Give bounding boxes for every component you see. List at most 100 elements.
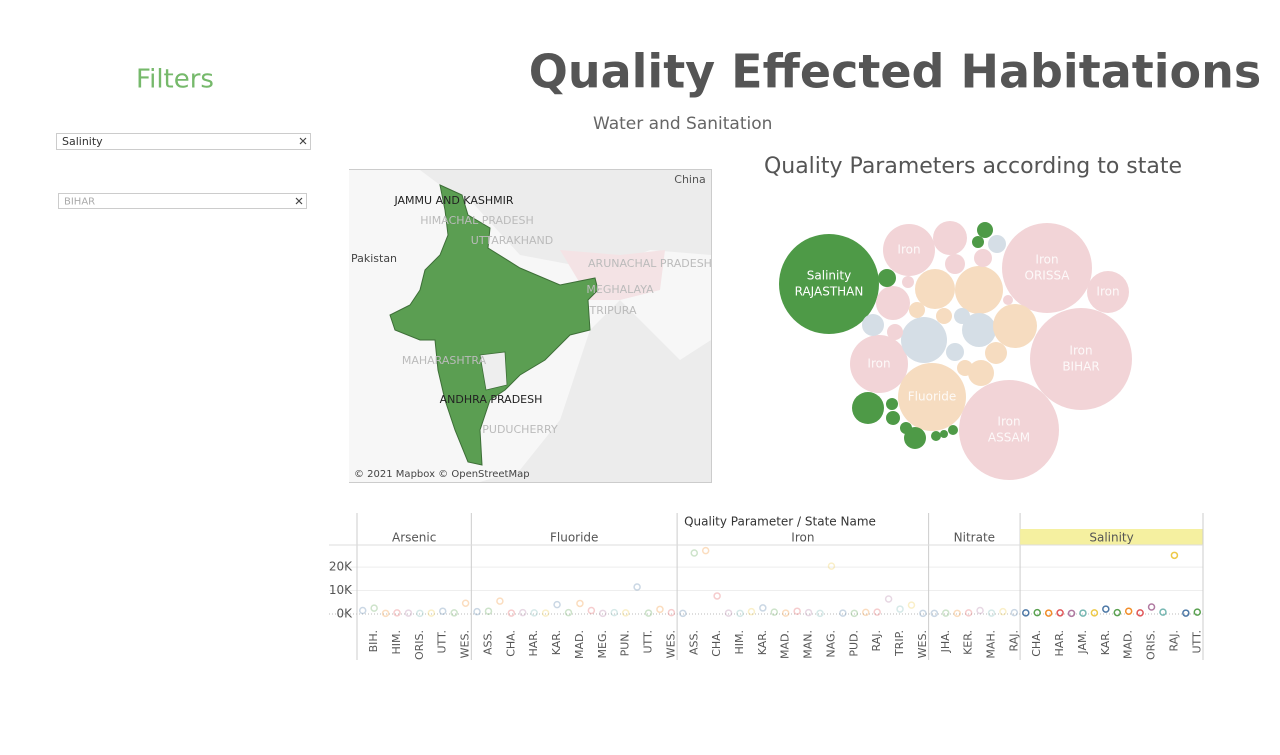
bubble[interactable] [955,266,1003,314]
bubble[interactable] [901,317,947,363]
bubble[interactable] [1030,308,1132,410]
parameter-filter[interactable] [56,133,311,150]
dot[interactable] [438,607,447,615]
dot[interactable] [1193,608,1202,616]
bubble[interactable] [876,286,910,320]
dot[interactable] [1067,609,1076,618]
dot[interactable] [1079,609,1087,617]
bubble[interactable] [968,360,994,386]
bubble[interactable] [915,269,955,309]
dot[interactable] [473,607,481,616]
dot[interactable] [1136,609,1144,617]
bubble[interactable] [886,411,900,425]
dot[interactable] [713,592,721,600]
dot[interactable] [1033,608,1041,617]
bubble[interactable] [1002,223,1092,313]
bubble[interactable] [887,324,903,340]
bubble[interactable] [779,234,879,334]
dot[interactable] [564,608,573,617]
dot[interactable] [1170,551,1179,560]
bubble[interactable] [977,222,993,238]
dot[interactable] [747,607,756,616]
dot[interactable] [804,608,813,617]
dot[interactable] [519,608,527,617]
dot[interactable] [667,608,676,617]
clear-icon[interactable] [295,197,303,205]
dot[interactable] [381,609,390,618]
dot[interactable] [1124,607,1133,615]
bubble[interactable] [1003,295,1013,305]
bubble[interactable] [1087,271,1129,313]
bubble[interactable] [954,308,970,324]
dot[interactable] [427,609,436,617]
dot[interactable] [827,562,836,570]
dot[interactable] [953,609,961,618]
dot[interactable] [793,607,801,615]
bubble[interactable] [902,276,914,288]
parameter-filter-value[interactable]: Salinity [62,135,103,148]
dot[interactable] [484,607,493,615]
state-filter-value[interactable]: BIHAR [64,197,95,208]
bubble[interactable] [883,224,935,276]
state-filter[interactable] [58,193,307,209]
india-states[interactable] [389,184,599,466]
dot[interactable] [1090,609,1099,617]
dot[interactable] [358,606,367,615]
dot[interactable] [393,609,401,617]
dot[interactable] [1010,608,1019,617]
dot[interactable] [530,609,538,617]
bubble[interactable] [988,235,1006,253]
dot[interactable] [644,609,653,617]
dot[interactable] [461,599,470,607]
dot[interactable] [759,604,767,612]
dot[interactable] [701,546,710,555]
dot[interactable] [1113,608,1122,617]
dot[interactable] [1182,609,1190,617]
dot[interactable] [679,609,687,618]
dot[interactable] [507,609,516,617]
dot[interactable] [450,609,458,617]
bubble[interactable] [957,360,973,376]
bubble[interactable] [972,236,984,248]
dot[interactable] [587,606,596,615]
dot[interactable] [1022,609,1030,617]
dot[interactable] [724,609,733,617]
bubble[interactable] [909,302,925,318]
dot[interactable] [907,601,916,609]
dot[interactable] [964,609,973,617]
bubble[interactable] [962,313,996,347]
bubble[interactable] [886,398,898,410]
dot[interactable] [599,609,607,618]
dot[interactable] [370,604,378,612]
bubble[interactable] [936,308,952,324]
dot[interactable] [1102,605,1110,613]
bubble[interactable] [878,269,896,287]
dot[interactable] [781,609,790,617]
bubble[interactable] [900,422,912,434]
dot[interactable] [884,595,893,603]
dot[interactable] [553,600,561,609]
dot[interactable] [576,599,584,608]
dot[interactable] [1159,608,1167,616]
dot[interactable] [976,606,984,615]
bubble[interactable] [940,430,948,438]
bubble[interactable] [974,249,992,267]
clear-icon[interactable] [299,137,307,145]
dot[interactable] [896,605,904,613]
dot[interactable] [1056,609,1064,617]
dot[interactable] [690,549,699,557]
dot[interactable] [656,605,664,614]
bubble[interactable] [985,342,1007,364]
dot[interactable] [736,609,744,618]
bubble[interactable] [993,304,1037,348]
dot[interactable] [621,609,630,617]
dot[interactable] [770,608,779,616]
bubble[interactable] [959,380,1059,480]
dot[interactable] [496,597,504,605]
dot[interactable] [873,608,881,616]
bubble[interactable] [945,254,965,274]
bubble[interactable] [931,431,941,441]
dot[interactable] [1147,603,1156,611]
dot[interactable] [633,583,641,591]
dot[interactable] [987,609,996,617]
